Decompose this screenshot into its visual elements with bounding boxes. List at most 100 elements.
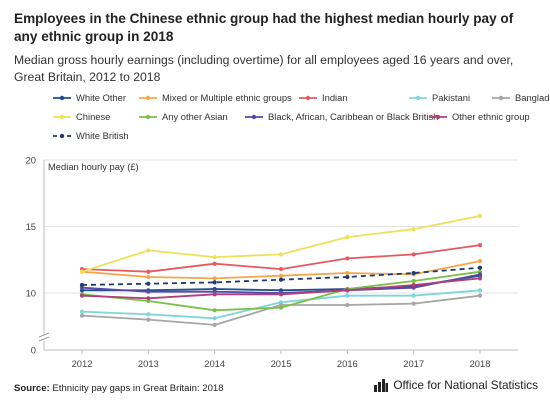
x-tick-label: 2016 xyxy=(337,358,358,369)
y-axis-label: Median hourly pay (£) xyxy=(48,161,139,172)
legend: White Other Mixed or Multiple ethnic grou… xyxy=(52,92,550,162)
data-point-indian[interactable] xyxy=(345,256,350,261)
data-point-indian[interactable] xyxy=(411,252,416,257)
legend-swatch xyxy=(139,95,157,100)
data-point-white-british[interactable] xyxy=(411,270,416,276)
data-point-other-ethnic-group[interactable] xyxy=(345,288,350,293)
data-point-pakistani[interactable] xyxy=(212,316,217,321)
legend-item-indian[interactable]: Indian xyxy=(298,92,348,103)
data-point-white-british[interactable] xyxy=(146,281,151,286)
data-point-mixed-or-multiple-ethnic-groups[interactable] xyxy=(477,258,483,264)
data-point-bangladeshi[interactable] xyxy=(345,302,350,308)
data-point-other-ethnic-group[interactable] xyxy=(79,293,85,298)
legend-swatch xyxy=(299,95,317,100)
data-point-other-ethnic-group[interactable] xyxy=(411,282,416,288)
x-tick-label: 2014 xyxy=(204,358,225,369)
data-point-chinese[interactable] xyxy=(477,213,483,218)
axis-break-mark xyxy=(38,336,50,342)
legend-item-any-other-asian[interactable]: Any other Asian xyxy=(138,111,228,122)
y-tick-label: 10 xyxy=(26,288,36,299)
data-point-other-ethnic-group[interactable] xyxy=(278,292,284,297)
y-tick-label: 0 xyxy=(31,345,36,356)
legend-swatch xyxy=(409,95,427,100)
data-point-white-british[interactable] xyxy=(278,277,284,282)
legend-label: White British xyxy=(76,130,129,141)
data-point-other-ethnic-group[interactable] xyxy=(477,276,483,281)
data-point-pakistani[interactable] xyxy=(345,293,350,298)
data-point-other-ethnic-group[interactable] xyxy=(146,296,151,301)
legend-swatch xyxy=(53,133,71,138)
legend-item-mixed-or-multiple-ethnic-groups[interactable]: Mixed or Multiple ethnic groups xyxy=(138,92,292,103)
legend-item-bangladeshi[interactable]: Bangladeshi xyxy=(491,92,550,103)
data-point-chinese[interactable] xyxy=(411,227,416,232)
x-tick-label: 2013 xyxy=(138,358,159,369)
source-text: Ethnicity pay gaps in Great Britain: 201… xyxy=(52,383,224,394)
source-label: Source: xyxy=(14,383,50,394)
data-point-mixed-or-multiple-ethnic-groups[interactable] xyxy=(345,270,350,276)
data-point-indian[interactable] xyxy=(278,266,284,272)
data-point-pakistani[interactable] xyxy=(411,293,416,298)
data-point-black-african-caribbean-or-black-british[interactable] xyxy=(146,289,151,294)
data-point-chinese[interactable] xyxy=(79,269,85,274)
ons-logo-icon xyxy=(374,379,389,392)
data-point-white-british[interactable] xyxy=(477,265,483,270)
chart-subtitle: Median gross hourly earnings (including … xyxy=(14,53,514,84)
legend-label: Other ethnic group xyxy=(452,111,530,122)
data-point-mixed-or-multiple-ethnic-groups[interactable] xyxy=(146,274,151,280)
legend-label: Any other Asian xyxy=(162,111,228,122)
series-line-chinese xyxy=(81,215,481,273)
legend-label: White Other xyxy=(76,92,127,103)
data-point-other-ethnic-group[interactable] xyxy=(212,292,217,297)
data-point-bangladeshi[interactable] xyxy=(79,313,85,318)
legend-item-chinese[interactable]: Chinese xyxy=(52,111,110,122)
data-point-chinese[interactable] xyxy=(146,248,151,253)
data-point-any-other-asian[interactable] xyxy=(411,278,416,284)
org-name: Office for National Statistics xyxy=(393,378,538,392)
source-note: Source: Ethnicity pay gaps in Great Brit… xyxy=(14,383,224,394)
data-point-white-british[interactable] xyxy=(79,282,85,288)
data-point-bangladeshi[interactable] xyxy=(146,317,151,322)
data-point-indian[interactable] xyxy=(212,261,217,266)
legend-swatch xyxy=(53,95,71,100)
legend-item-black-african-caribbean-or-black-british[interactable]: Black, African, Caribbean or Black Briti… xyxy=(244,111,438,122)
data-point-mixed-or-multiple-ethnic-groups[interactable] xyxy=(212,276,217,281)
x-tick-label: 2012 xyxy=(72,358,93,369)
data-point-any-other-asian[interactable] xyxy=(278,305,284,310)
data-point-indian[interactable] xyxy=(146,269,151,274)
legend-item-other-ethnic-group[interactable]: Other ethnic group xyxy=(428,111,530,122)
data-point-chinese[interactable] xyxy=(345,235,350,240)
data-point-white-british[interactable] xyxy=(345,274,350,280)
chart-title: Employees in the Chinese ethnic group ha… xyxy=(14,11,514,44)
data-point-indian[interactable] xyxy=(477,243,483,248)
data-point-bangladeshi[interactable] xyxy=(477,293,483,298)
x-tick-label: 2015 xyxy=(271,358,292,369)
legend-label: Bangladeshi xyxy=(515,92,550,103)
data-point-bangladeshi[interactable] xyxy=(411,301,416,306)
x-tick-label: 2018 xyxy=(470,358,491,369)
data-point-pakistani[interactable] xyxy=(477,288,483,293)
axis-break xyxy=(38,334,50,341)
data-point-any-other-asian[interactable] xyxy=(212,308,217,313)
y-tick-label: 15 xyxy=(26,221,36,232)
legend-swatch xyxy=(492,95,510,100)
data-point-black-african-caribbean-or-black-british[interactable] xyxy=(477,272,483,277)
data-point-pakistani[interactable] xyxy=(79,309,85,314)
legend-label: Indian xyxy=(322,92,348,103)
data-point-chinese[interactable] xyxy=(278,252,284,257)
data-point-chinese[interactable] xyxy=(212,254,217,260)
data-point-white-british[interactable] xyxy=(212,280,217,285)
legend-swatch xyxy=(53,114,71,119)
legend-item-pakistani[interactable]: Pakistani xyxy=(408,92,470,103)
data-point-bangladeshi[interactable] xyxy=(212,322,217,328)
org-branding: Office for National Statistics xyxy=(374,378,538,392)
legend-item-white-british[interactable]: White British xyxy=(52,130,129,141)
footer: Source: Ethnicity pay gaps in Great Brit… xyxy=(0,375,550,409)
data-point-mixed-or-multiple-ethnic-groups[interactable] xyxy=(278,273,284,278)
axis-break-mark xyxy=(38,332,50,338)
legend-label: Pakistani xyxy=(432,92,471,103)
legend-label: Chinese xyxy=(76,111,111,122)
data-point-pakistani[interactable] xyxy=(146,312,151,317)
legend-swatch xyxy=(139,114,157,119)
x-tick-label: 2017 xyxy=(403,358,424,369)
legend-item-white-other[interactable]: White Other xyxy=(52,92,126,103)
